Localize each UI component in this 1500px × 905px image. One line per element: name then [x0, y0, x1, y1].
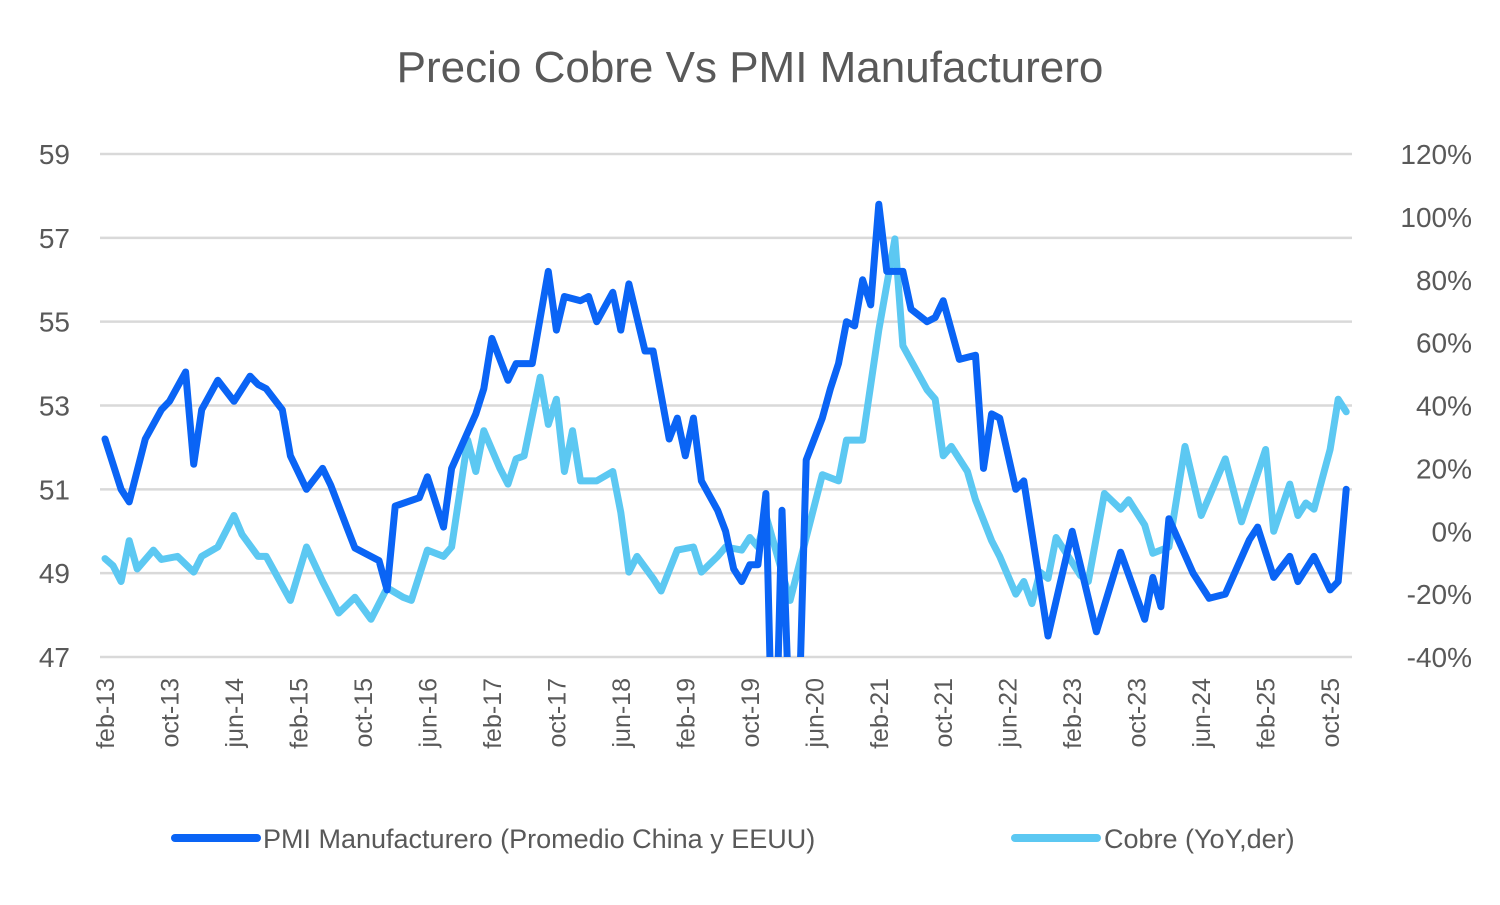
x-tick-label: oct-17 [543, 678, 571, 747]
x-tick-label: feb-23 [1059, 678, 1087, 749]
y-axis-right: 120% 100% 80% 60% 40% 20% 0% -20% -40% [1400, 139, 1472, 673]
x-tick-label: oct-15 [350, 678, 378, 747]
y-right-tick-label: 40% [1416, 391, 1472, 422]
x-tick-label: oct-19 [737, 678, 765, 747]
y-left-tick-label: 57 [39, 223, 70, 254]
y-left-tick-label: 59 [39, 139, 70, 170]
x-tick-label: feb-13 [92, 678, 120, 749]
x-tick-label: feb-21 [866, 678, 894, 749]
x-tick-label: jun-16 [414, 678, 442, 749]
chart-title: Precio Cobre Vs PMI Manufacturero [397, 43, 1104, 92]
y-right-tick-label: 100% [1400, 202, 1472, 233]
y-right-tick-label: 20% [1416, 453, 1472, 484]
x-axis: feb-13 oct-13 jun-14 feb-15 oct-15 jun-16 feb-… [92, 678, 1345, 749]
y-right-tick-label: -40% [1407, 642, 1472, 673]
legend: PMI Manufacturero (Promedio China y EEUU… [171, 824, 1295, 854]
x-tick-label: jun-14 [221, 678, 249, 749]
y-left-tick-label: 53 [39, 391, 70, 422]
series-lines [101, 200, 1350, 657]
x-tick-label: feb-25 [1253, 678, 1281, 749]
x-tick-label: jun-20 [801, 678, 829, 749]
x-tick-label: feb-15 [285, 678, 313, 749]
x-tick-label: jun-18 [608, 678, 636, 749]
y-left-tick-label: 49 [39, 558, 70, 589]
y-left-tick-label: 55 [39, 307, 70, 338]
y-right-tick-label: 60% [1416, 328, 1472, 359]
y-left-tick-label: 47 [39, 642, 70, 673]
y-right-tick-label: 120% [1400, 139, 1472, 170]
x-tick-label: feb-17 [479, 678, 507, 749]
x-tick-label: jun-22 [995, 678, 1023, 749]
y-left-tick-label: 51 [39, 474, 70, 505]
x-tick-label: oct-25 [1317, 678, 1345, 747]
cobre-line [101, 235, 1350, 623]
y-right-tick-label: 0% [1432, 516, 1472, 547]
legend-label-cobre: Cobre (YoY,der) [1104, 824, 1295, 854]
y-axis-left: 59 57 55 53 51 49 47 [39, 139, 70, 673]
y-right-tick-label: -20% [1407, 579, 1472, 610]
x-tick-label: oct-13 [156, 678, 184, 747]
y-right-tick-label: 80% [1416, 265, 1472, 296]
legend-label-pmi: PMI Manufacturero (Promedio China y EEUU… [263, 824, 815, 854]
x-tick-label: oct-23 [1124, 678, 1152, 747]
pmi-line [101, 200, 1350, 657]
x-tick-label: jun-24 [1188, 678, 1216, 749]
x-tick-label: feb-19 [672, 678, 700, 749]
x-tick-label: oct-21 [930, 678, 958, 747]
